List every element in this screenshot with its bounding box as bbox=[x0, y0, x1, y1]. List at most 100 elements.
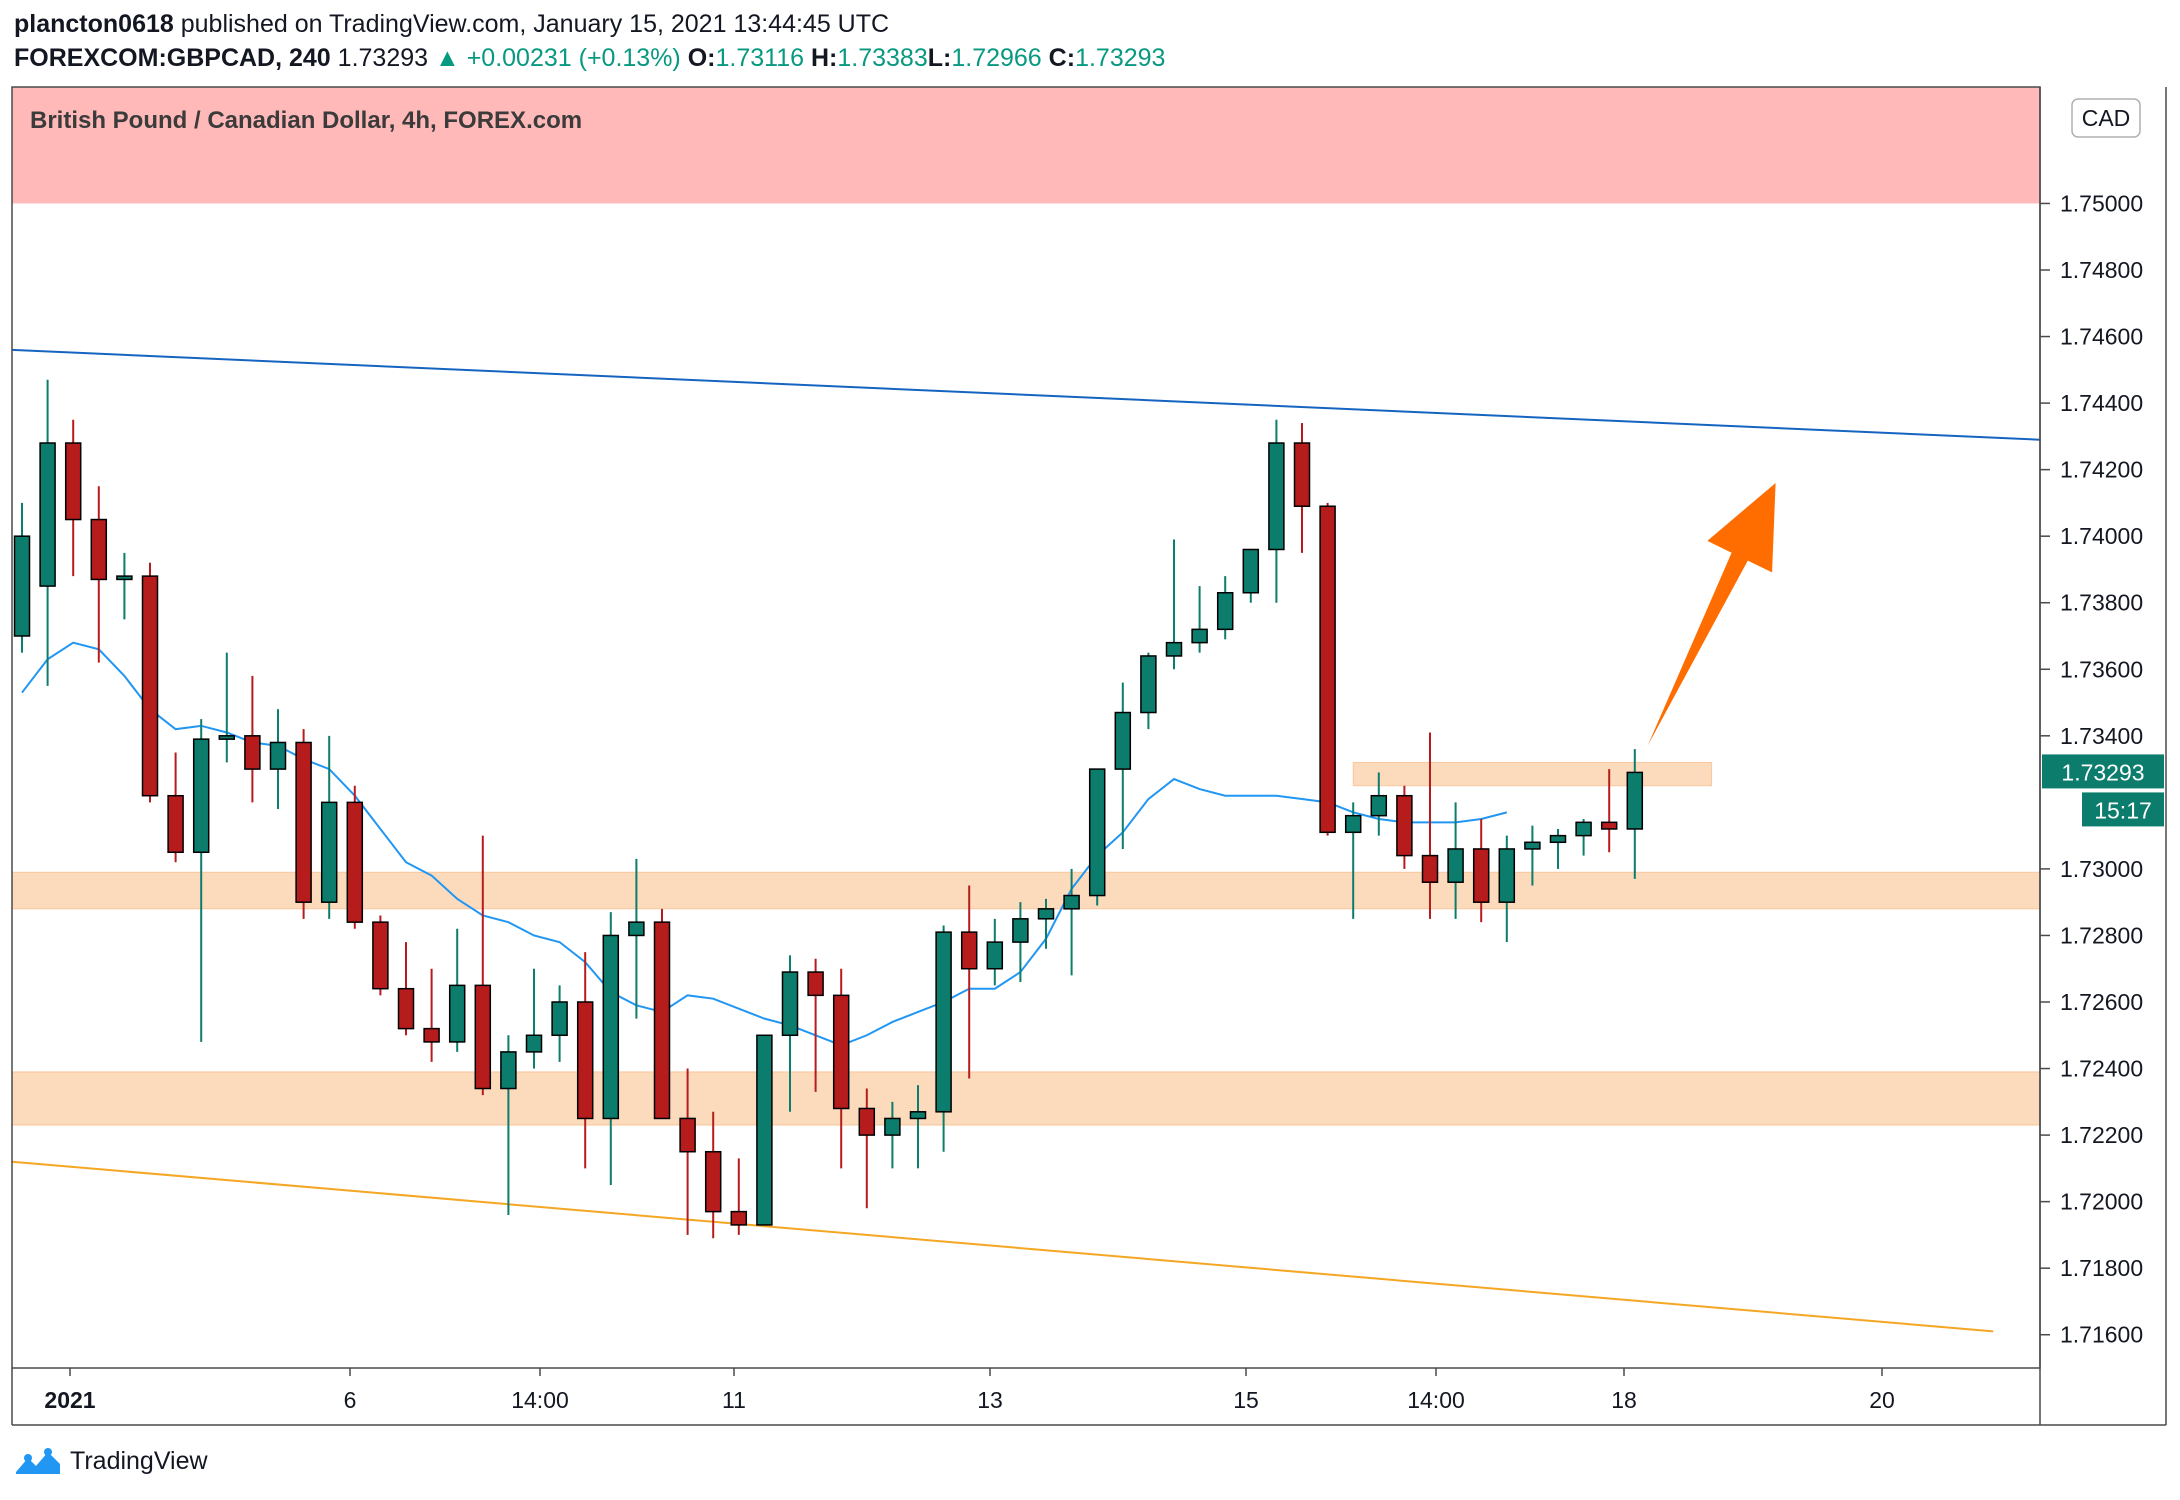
candle-body[interactable] bbox=[986, 941, 1004, 970]
candle-body[interactable] bbox=[1498, 848, 1516, 903]
zone-1 bbox=[11, 1071, 2041, 1126]
candle-body[interactable] bbox=[576, 1001, 594, 1120]
candle-body[interactable] bbox=[525, 1034, 543, 1053]
candle-body[interactable] bbox=[704, 1150, 722, 1213]
candle-body[interactable] bbox=[1396, 794, 1413, 857]
candle-body[interactable] bbox=[730, 1210, 748, 1226]
candle-body[interactable] bbox=[1088, 768, 1106, 897]
currency-badge[interactable] bbox=[2071, 98, 2141, 138]
footer-brand-text[interactable]: TradingView bbox=[70, 1446, 208, 1475]
candle-body[interactable] bbox=[960, 931, 978, 970]
candle-body[interactable] bbox=[832, 994, 850, 1110]
candle-body[interactable] bbox=[1063, 894, 1080, 910]
candle-body[interactable] bbox=[1370, 794, 1388, 817]
candle-body[interactable] bbox=[1140, 655, 1157, 714]
candle-body[interactable] bbox=[909, 1111, 927, 1120]
candle-body[interactable] bbox=[116, 575, 133, 581]
candle-body[interactable] bbox=[167, 794, 184, 854]
trendline-upper[interactable] bbox=[11, 348, 2041, 441]
candle-body[interactable] bbox=[448, 984, 466, 1043]
candle-body[interactable] bbox=[397, 987, 415, 1030]
countdown-label: 15:17 bbox=[2094, 797, 2152, 823]
y-tick-label: 1.74000 bbox=[2060, 523, 2143, 549]
candle-body[interactable] bbox=[1447, 848, 1464, 883]
candle-body[interactable] bbox=[1600, 821, 1618, 830]
candle-body[interactable] bbox=[884, 1117, 901, 1136]
candle-body[interactable] bbox=[192, 738, 210, 854]
y-tick-label: 1.73000 bbox=[2060, 856, 2143, 882]
tradingview-logo-icon bbox=[16, 1448, 60, 1474]
candle-body[interactable] bbox=[1268, 442, 1285, 551]
candle-body[interactable] bbox=[1575, 821, 1592, 837]
x-tick-label: 15 bbox=[1233, 1387, 1259, 1413]
close-value: 1.73293 bbox=[1075, 44, 1166, 72]
candle-body[interactable] bbox=[1165, 641, 1183, 657]
high-label: H: bbox=[810, 44, 838, 72]
candle-body[interactable] bbox=[269, 741, 287, 770]
x-tick-label: 14:00 bbox=[1407, 1387, 1465, 1413]
candle-body[interactable] bbox=[141, 575, 159, 797]
x-tick-label: 20 bbox=[1869, 1387, 1895, 1413]
candle-body[interactable] bbox=[244, 735, 261, 770]
candle-body[interactable] bbox=[602, 934, 620, 1120]
candle-body[interactable] bbox=[1293, 442, 1311, 507]
candle-body[interactable] bbox=[781, 971, 799, 1037]
last-price-badge bbox=[2042, 754, 2164, 789]
open-value: 1.73116 bbox=[715, 44, 805, 72]
footer-brand: TradingView bbox=[14, 1446, 208, 1476]
candle-body[interactable] bbox=[1114, 711, 1132, 770]
candle-body[interactable] bbox=[320, 801, 338, 903]
candle-body[interactable] bbox=[1344, 814, 1362, 834]
candle-body[interactable] bbox=[1524, 841, 1541, 850]
candle-body[interactable] bbox=[628, 921, 645, 937]
candle-body[interactable] bbox=[1242, 548, 1260, 594]
candle-body[interactable] bbox=[1319, 505, 1336, 834]
change-value: +0.00231 (+0.13%) bbox=[466, 44, 681, 72]
candle-body[interactable] bbox=[64, 442, 82, 521]
x-tick-label: 14:00 bbox=[511, 1387, 569, 1413]
change-arrow-icon: ▲ bbox=[435, 44, 460, 72]
y-tick-label: 1.74800 bbox=[2060, 257, 2143, 283]
candle-body[interactable] bbox=[551, 1001, 568, 1037]
candle-body[interactable] bbox=[295, 741, 312, 903]
close-label: C: bbox=[1048, 44, 1076, 72]
y-tick-label: 1.74400 bbox=[2060, 390, 2143, 416]
x-tick-label: 6 bbox=[344, 1387, 357, 1413]
candle-body[interactable] bbox=[935, 931, 952, 1113]
candle-body[interactable] bbox=[1037, 908, 1055, 920]
candle-body[interactable] bbox=[858, 1107, 876, 1136]
trendline-lower[interactable] bbox=[11, 1160, 1994, 1333]
candle-body[interactable] bbox=[474, 984, 492, 1090]
published-text: published on TradingView.com, January 15… bbox=[180, 10, 890, 38]
candle-body[interactable] bbox=[756, 1034, 773, 1226]
bullish-arrow[interactable] bbox=[1647, 482, 1776, 746]
low-label: L: bbox=[927, 44, 952, 72]
candle-body[interactable] bbox=[1191, 628, 1208, 644]
candle-body[interactable] bbox=[1216, 591, 1234, 631]
candle-body[interactable] bbox=[1549, 834, 1567, 844]
candle-body[interactable] bbox=[1472, 848, 1490, 903]
plot-area[interactable] bbox=[12, 87, 2040, 1368]
moving-average-line bbox=[21, 641, 1508, 1047]
candle-body[interactable] bbox=[423, 1027, 440, 1043]
candle-body[interactable] bbox=[90, 518, 108, 581]
zone-0 bbox=[11, 871, 2041, 910]
countdown-badge bbox=[2082, 792, 2164, 827]
candle-body[interactable] bbox=[653, 921, 671, 1120]
candle-body[interactable] bbox=[807, 971, 824, 997]
candle-body[interactable] bbox=[679, 1117, 696, 1153]
candle-body[interactable] bbox=[1012, 918, 1029, 943]
candle-body[interactable] bbox=[1421, 854, 1439, 883]
candle-body[interactable] bbox=[1626, 771, 1644, 830]
author-name[interactable]: plancton0618 bbox=[14, 10, 174, 38]
candle-body[interactable] bbox=[13, 535, 31, 637]
candle-body[interactable] bbox=[372, 921, 389, 990]
candle-body[interactable] bbox=[346, 801, 364, 923]
publication-line: plancton0618 published on TradingView.co… bbox=[14, 10, 889, 39]
low-value: 1.72966 bbox=[951, 44, 1042, 72]
candle-body[interactable] bbox=[500, 1051, 517, 1090]
y-tick-label: 1.72400 bbox=[2060, 1056, 2143, 1082]
candle-body[interactable] bbox=[218, 735, 236, 740]
candle-body[interactable] bbox=[39, 442, 56, 587]
